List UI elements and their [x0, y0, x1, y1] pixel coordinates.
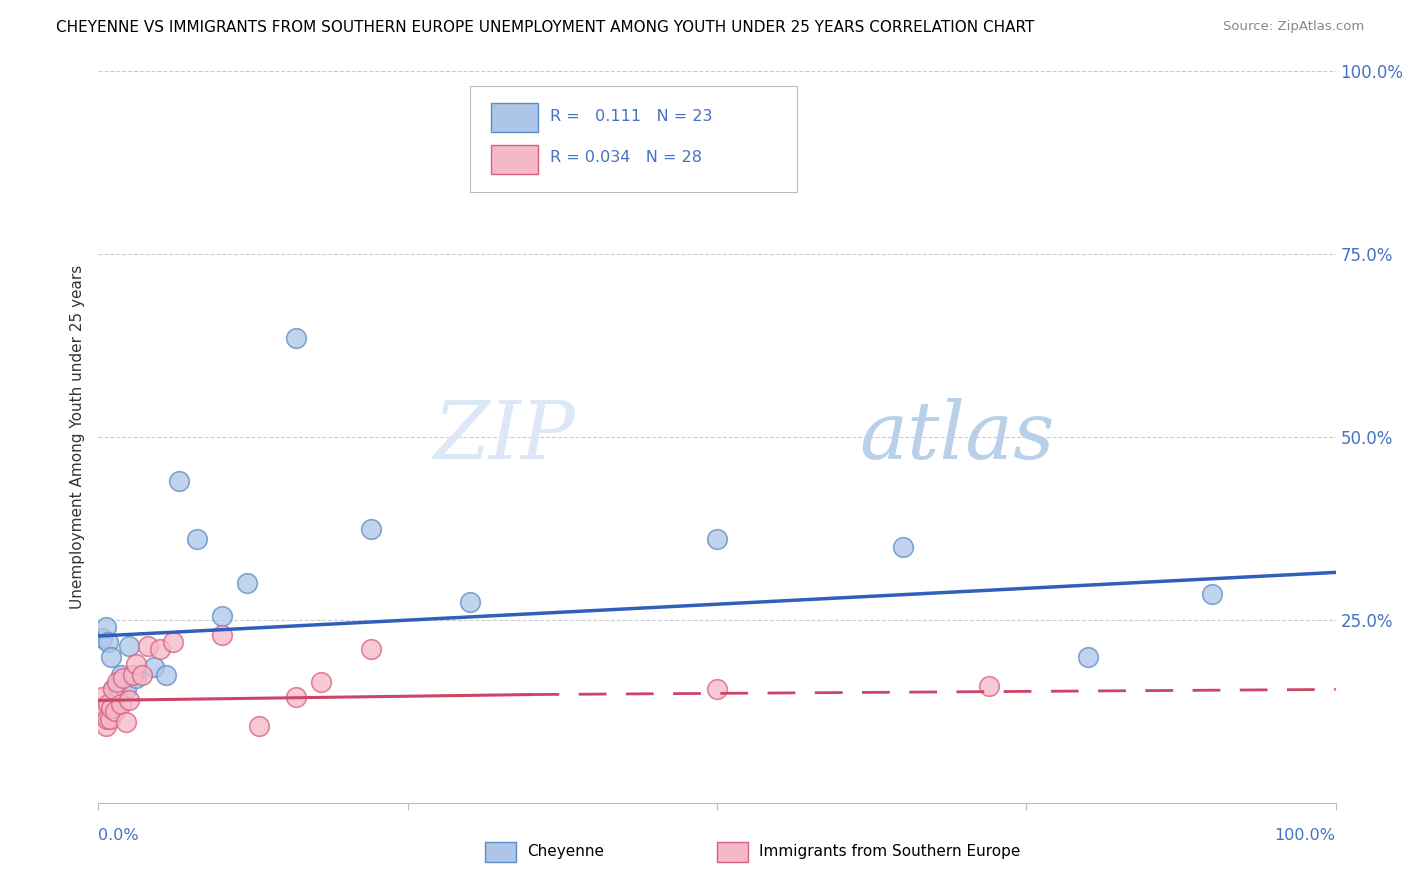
Point [186, 533, 208, 547]
Point [124, 672, 146, 686]
Point [93, 700, 115, 714]
Point [100, 649, 122, 664]
Point [211, 609, 233, 624]
Point [143, 660, 166, 674]
Point [118, 639, 141, 653]
Text: R =   0.111   N = 23: R = 0.111 N = 23 [550, 109, 713, 124]
Point [706, 682, 728, 697]
Point [167, 474, 190, 488]
Point [118, 693, 141, 707]
Point [94, 719, 117, 733]
Point [236, 576, 259, 591]
Point [124, 657, 146, 671]
Point [360, 642, 382, 657]
Point [122, 667, 145, 681]
Point [285, 331, 308, 345]
Point [1201, 587, 1223, 601]
Point [114, 682, 136, 697]
Point [98, 712, 121, 726]
Point [706, 533, 728, 547]
Point [100, 700, 122, 714]
Point [891, 540, 914, 554]
Text: R = 0.034   N = 28: R = 0.034 N = 28 [550, 150, 702, 165]
Text: 100.0%: 100.0% [1275, 828, 1336, 843]
Point [285, 690, 308, 704]
Point [93, 708, 115, 723]
Point [309, 675, 332, 690]
Point [360, 521, 382, 535]
Point [149, 642, 172, 657]
Point [136, 639, 159, 653]
Text: ZIP: ZIP [433, 399, 575, 475]
Y-axis label: Unemployment Among Youth under 25 years: Unemployment Among Youth under 25 years [70, 265, 86, 609]
Point [91, 690, 114, 704]
Point [211, 627, 233, 641]
Point [155, 667, 177, 681]
Point [91, 632, 114, 646]
FancyBboxPatch shape [491, 103, 537, 132]
Point [131, 667, 153, 681]
Point [114, 715, 136, 730]
Point [162, 635, 184, 649]
Point [112, 672, 135, 686]
Point [97, 697, 120, 711]
Text: atlas: atlas [859, 399, 1054, 475]
Text: Immigrants from Southern Europe: Immigrants from Southern Europe [759, 845, 1021, 859]
Point [96, 712, 118, 726]
Point [110, 667, 132, 681]
Point [105, 688, 128, 702]
Text: 0.0%: 0.0% [98, 828, 139, 843]
Text: CHEYENNE VS IMMIGRANTS FROM SOUTHERN EUROPE UNEMPLOYMENT AMONG YOUTH UNDER 25 YE: CHEYENNE VS IMMIGRANTS FROM SOUTHERN EUR… [56, 20, 1035, 35]
Point [979, 679, 1001, 693]
Text: Cheyenne: Cheyenne [527, 845, 605, 859]
Point [103, 682, 125, 697]
Point [110, 697, 132, 711]
Point [97, 635, 120, 649]
FancyBboxPatch shape [470, 86, 797, 192]
FancyBboxPatch shape [491, 145, 537, 174]
Point [247, 719, 270, 733]
Point [103, 705, 125, 719]
Point [103, 682, 125, 697]
Point [458, 594, 481, 608]
Point [94, 620, 117, 634]
Text: Source: ZipAtlas.com: Source: ZipAtlas.com [1223, 20, 1364, 33]
Point [1077, 649, 1099, 664]
Point [105, 675, 128, 690]
